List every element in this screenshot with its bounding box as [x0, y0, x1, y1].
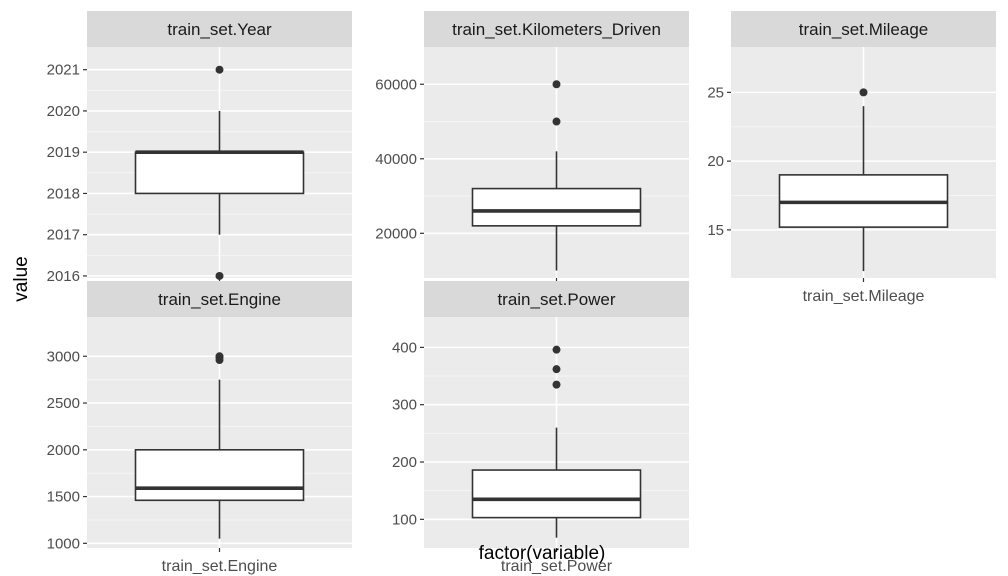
facet-panels: train_set.Year 2016 2017 2018 2019 2020 2021 tr… [47, 11, 996, 575]
outlier-point [552, 365, 561, 374]
x-category-label: train_set.Power [501, 558, 613, 575]
facet-strip [424, 281, 689, 317]
facet-strip-label: train_set.Mileage [799, 20, 928, 39]
box-iqr [134, 449, 305, 502]
facet-strip [87, 11, 352, 47]
y-tick-label: 25 [707, 84, 724, 101]
facet-panel: train_set.Engine 1000 1500 2000 2500 3000 trai… [47, 281, 352, 575]
outlier-point [215, 352, 224, 361]
y-tick-label: 2000 [47, 442, 80, 459]
y-tick-label: 100 [392, 511, 417, 528]
facet-panel: train_set.Kilometers_Driven 20000 40000 600… [375, 11, 689, 305]
y-tick-label: 2017 [47, 227, 80, 244]
outlier-point [859, 88, 868, 97]
outlier-point [215, 271, 224, 280]
y-tick-label: 2019 [47, 144, 80, 161]
box-iqr [471, 187, 642, 227]
y-tick-label: 60000 [375, 76, 417, 93]
facet-panel: train_set.Year201620172018201920202021tr… [47, 11, 352, 305]
y-tick-label: 2020 [47, 103, 80, 120]
facet-strip [424, 11, 689, 47]
outlier-point [215, 65, 224, 74]
y-tick-label: 40000 [375, 151, 417, 168]
x-category-label: train_set.Mileage [803, 288, 925, 305]
facet-panel: train_set.Power 100 200 300 400 train_set.Pow… [392, 281, 689, 575]
outlier-point [552, 380, 561, 389]
y-tick-label: 300 [392, 397, 417, 414]
outlier-point [552, 117, 561, 126]
y-tick-label: 20 [707, 153, 724, 170]
box-iqr [134, 151, 305, 195]
box-iqr [471, 469, 642, 519]
facet-strip [87, 281, 352, 317]
y-tick-label: 20000 [375, 225, 417, 242]
y-tick-label: 2021 [47, 62, 80, 79]
y-tick-label: 2018 [47, 185, 80, 202]
y-tick-label: 1000 [47, 535, 80, 552]
y-tick-label: 400 [392, 339, 417, 356]
facet-strip-label: train_set.Power [497, 290, 615, 309]
x-axis-title: factor(variable) [479, 543, 606, 564]
x-category-label: train_set.Engine [162, 558, 278, 575]
facet-strip [731, 11, 996, 47]
y-tick-label: 15 [707, 222, 724, 239]
outlier-point [552, 345, 561, 354]
facet-strip-label: train_set.Kilometers_Driven [452, 20, 661, 39]
y-tick-label: 2016 [47, 268, 80, 285]
y-tick-label: 2500 [47, 395, 80, 412]
facet-panel: train_set.Mileage 15 20 25 train_set.Mileage [707, 11, 996, 305]
y-tick-label: 3000 [47, 348, 80, 365]
y-tick-label: 1500 [47, 489, 80, 506]
facet-strip-label: train_set.Year [167, 20, 272, 39]
y-tick-label: 200 [392, 454, 417, 471]
outlier-point [552, 80, 561, 89]
y-axis-title: value [11, 256, 32, 301]
facet-strip-label: train_set.Engine [158, 290, 281, 309]
